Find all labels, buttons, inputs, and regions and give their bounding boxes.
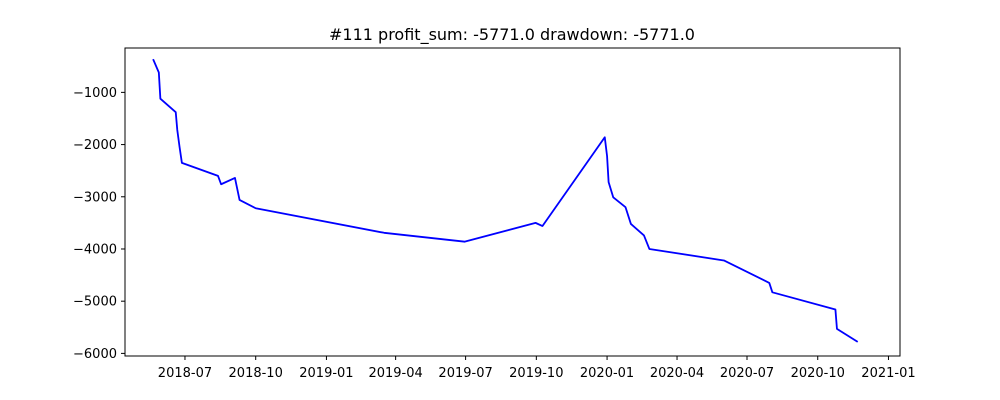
y-tick-label: −2000 xyxy=(73,138,117,153)
x-tick-label: 2020-07 xyxy=(720,366,774,381)
x-tick-label: 2018-10 xyxy=(229,366,283,381)
x-axis: 2018-07 2018-10 2019-01 2019-04 2019-07 2019-… xyxy=(158,356,916,381)
y-axis: −1000 −2000 −3000 −4000 −5000 −6000 xyxy=(73,86,125,362)
y-tick-label: −4000 xyxy=(73,242,117,257)
x-tick-label: 2018-07 xyxy=(158,366,212,381)
y-tick-label: −1000 xyxy=(73,86,117,101)
x-tick-label: 2020-04 xyxy=(650,366,704,381)
x-tick-label: 2019-04 xyxy=(368,366,422,381)
x-tick-label: 2019-01 xyxy=(299,366,353,381)
x-tick-label: 2019-10 xyxy=(509,366,563,381)
chart-title: #111 profit_sum: -5771.0 drawdown: -5771… xyxy=(329,25,695,45)
x-tick-label: 2019-07 xyxy=(438,366,492,381)
y-tick-label: −5000 xyxy=(73,295,117,310)
plot-frame xyxy=(124,47,901,357)
x-tick-label: 2020-01 xyxy=(580,366,634,381)
series-layer xyxy=(152,58,859,343)
y-tick-label: −6000 xyxy=(73,347,117,362)
y-tick-label: −3000 xyxy=(73,190,117,205)
x-tick-label: 2020-10 xyxy=(791,366,845,381)
series-line-0 xyxy=(152,58,859,343)
x-tick-label: 2021-01 xyxy=(861,366,915,381)
